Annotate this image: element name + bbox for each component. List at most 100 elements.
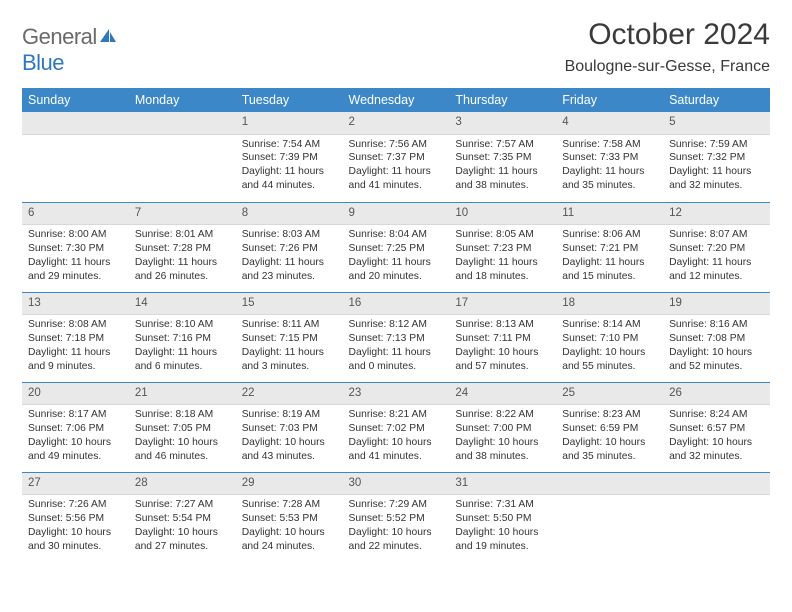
weekday-header: Tuesday (236, 88, 343, 112)
sunset-text: Sunset: 7:23 PM (455, 242, 550, 256)
calendar-day-cell: 12Sunrise: 8:07 AMSunset: 7:20 PMDayligh… (663, 202, 770, 292)
daylight-text: Daylight: 10 hours and 19 minutes. (455, 526, 550, 554)
day-body: Sunrise: 7:31 AMSunset: 5:50 PMDaylight:… (449, 495, 556, 560)
daylight-text: Daylight: 11 hours and 26 minutes. (135, 256, 230, 284)
weekday-header: Thursday (449, 88, 556, 112)
day-number (556, 473, 663, 496)
sunrise-text: Sunrise: 8:00 AM (28, 228, 123, 242)
sunrise-text: Sunrise: 8:11 AM (242, 318, 337, 332)
sunset-text: Sunset: 5:52 PM (349, 512, 444, 526)
calendar-day-cell: 9Sunrise: 8:04 AMSunset: 7:25 PMDaylight… (343, 202, 450, 292)
sunset-text: Sunset: 7:18 PM (28, 332, 123, 346)
sunrise-text: Sunrise: 8:19 AM (242, 408, 337, 422)
calendar-day-cell: 23Sunrise: 8:21 AMSunset: 7:02 PMDayligh… (343, 382, 450, 472)
daylight-text: Daylight: 11 hours and 35 minutes. (562, 165, 657, 193)
day-number (129, 112, 236, 135)
sunset-text: Sunset: 7:39 PM (242, 151, 337, 165)
day-number: 18 (556, 293, 663, 316)
sunset-text: Sunset: 7:33 PM (562, 151, 657, 165)
sunrise-text: Sunrise: 7:29 AM (349, 498, 444, 512)
calendar-day-cell: 4Sunrise: 7:58 AMSunset: 7:33 PMDaylight… (556, 112, 663, 202)
calendar-day-cell: 19Sunrise: 8:16 AMSunset: 7:08 PMDayligh… (663, 292, 770, 382)
sunset-text: Sunset: 7:28 PM (135, 242, 230, 256)
sunset-text: Sunset: 5:53 PM (242, 512, 337, 526)
day-number: 14 (129, 293, 236, 316)
day-number: 22 (236, 383, 343, 406)
sunrise-text: Sunrise: 8:04 AM (349, 228, 444, 242)
calendar-day-cell: 5Sunrise: 7:59 AMSunset: 7:32 PMDaylight… (663, 112, 770, 202)
calendar-week-row: 27Sunrise: 7:26 AMSunset: 5:56 PMDayligh… (22, 472, 770, 562)
daylight-text: Daylight: 11 hours and 41 minutes. (349, 165, 444, 193)
sunrise-text: Sunrise: 7:31 AM (455, 498, 550, 512)
day-number: 23 (343, 383, 450, 406)
sunset-text: Sunset: 6:57 PM (669, 422, 764, 436)
daylight-text: Daylight: 10 hours and 52 minutes. (669, 346, 764, 374)
daylight-text: Daylight: 10 hours and 49 minutes. (28, 436, 123, 464)
sunrise-text: Sunrise: 8:21 AM (349, 408, 444, 422)
daylight-text: Daylight: 11 hours and 38 minutes. (455, 165, 550, 193)
calendar-week-row: 13Sunrise: 8:08 AMSunset: 7:18 PMDayligh… (22, 292, 770, 382)
weekday-header: Friday (556, 88, 663, 112)
day-body: Sunrise: 8:19 AMSunset: 7:03 PMDaylight:… (236, 405, 343, 470)
daylight-text: Daylight: 11 hours and 29 minutes. (28, 256, 123, 284)
calendar-day-cell: 31Sunrise: 7:31 AMSunset: 5:50 PMDayligh… (449, 472, 556, 562)
sunrise-text: Sunrise: 8:14 AM (562, 318, 657, 332)
day-body: Sunrise: 8:18 AMSunset: 7:05 PMDaylight:… (129, 405, 236, 470)
sunrise-text: Sunrise: 8:16 AM (669, 318, 764, 332)
sunset-text: Sunset: 7:30 PM (28, 242, 123, 256)
day-body: Sunrise: 8:05 AMSunset: 7:23 PMDaylight:… (449, 225, 556, 290)
sunset-text: Sunset: 7:11 PM (455, 332, 550, 346)
day-body: Sunrise: 8:08 AMSunset: 7:18 PMDaylight:… (22, 315, 129, 380)
sunset-text: Sunset: 7:20 PM (669, 242, 764, 256)
day-number: 27 (22, 473, 129, 496)
daylight-text: Daylight: 11 hours and 3 minutes. (242, 346, 337, 374)
logo: General Blue (22, 24, 117, 76)
location: Boulogne-sur-Gesse, France (565, 58, 770, 76)
sunset-text: Sunset: 5:56 PM (28, 512, 123, 526)
logo-sail-icon (99, 24, 117, 50)
day-body: Sunrise: 8:03 AMSunset: 7:26 PMDaylight:… (236, 225, 343, 290)
daylight-text: Daylight: 10 hours and 57 minutes. (455, 346, 550, 374)
day-body: Sunrise: 8:06 AMSunset: 7:21 PMDaylight:… (556, 225, 663, 290)
day-body: Sunrise: 8:17 AMSunset: 7:06 PMDaylight:… (22, 405, 129, 470)
calendar-day-cell: 14Sunrise: 8:10 AMSunset: 7:16 PMDayligh… (129, 292, 236, 382)
calendar-day-cell: 27Sunrise: 7:26 AMSunset: 5:56 PMDayligh… (22, 472, 129, 562)
day-number: 2 (343, 112, 450, 135)
daylight-text: Daylight: 11 hours and 6 minutes. (135, 346, 230, 374)
daylight-text: Daylight: 10 hours and 27 minutes. (135, 526, 230, 554)
day-number: 24 (449, 383, 556, 406)
calendar-day-cell: 11Sunrise: 8:06 AMSunset: 7:21 PMDayligh… (556, 202, 663, 292)
weekday-header: Saturday (663, 88, 770, 112)
sunset-text: Sunset: 7:16 PM (135, 332, 230, 346)
calendar-week-row: 1Sunrise: 7:54 AMSunset: 7:39 PMDaylight… (22, 112, 770, 202)
header: General Blue October 2024 Boulogne-sur-G… (22, 18, 770, 76)
day-body: Sunrise: 7:54 AMSunset: 7:39 PMDaylight:… (236, 135, 343, 200)
daylight-text: Daylight: 11 hours and 12 minutes. (669, 256, 764, 284)
daylight-text: Daylight: 10 hours and 30 minutes. (28, 526, 123, 554)
calendar-day-cell: 1Sunrise: 7:54 AMSunset: 7:39 PMDaylight… (236, 112, 343, 202)
day-body: Sunrise: 7:58 AMSunset: 7:33 PMDaylight:… (556, 135, 663, 200)
day-number: 20 (22, 383, 129, 406)
day-number (22, 112, 129, 135)
day-number: 3 (449, 112, 556, 135)
calendar-day-cell: 7Sunrise: 8:01 AMSunset: 7:28 PMDaylight… (129, 202, 236, 292)
sunrise-text: Sunrise: 8:18 AM (135, 408, 230, 422)
day-number: 12 (663, 203, 770, 226)
sunrise-text: Sunrise: 8:13 AM (455, 318, 550, 332)
sunset-text: Sunset: 7:03 PM (242, 422, 337, 436)
day-body: Sunrise: 8:10 AMSunset: 7:16 PMDaylight:… (129, 315, 236, 380)
day-number: 8 (236, 203, 343, 226)
day-body: Sunrise: 7:26 AMSunset: 5:56 PMDaylight:… (22, 495, 129, 560)
sunset-text: Sunset: 6:59 PM (562, 422, 657, 436)
day-body: Sunrise: 8:12 AMSunset: 7:13 PMDaylight:… (343, 315, 450, 380)
day-body: Sunrise: 8:24 AMSunset: 6:57 PMDaylight:… (663, 405, 770, 470)
sunset-text: Sunset: 5:54 PM (135, 512, 230, 526)
calendar-day-cell: 25Sunrise: 8:23 AMSunset: 6:59 PMDayligh… (556, 382, 663, 472)
calendar-day-cell: 21Sunrise: 8:18 AMSunset: 7:05 PMDayligh… (129, 382, 236, 472)
day-number: 28 (129, 473, 236, 496)
sunset-text: Sunset: 7:06 PM (28, 422, 123, 436)
day-number: 16 (343, 293, 450, 316)
calendar-day-cell: 3Sunrise: 7:57 AMSunset: 7:35 PMDaylight… (449, 112, 556, 202)
sunset-text: Sunset: 7:05 PM (135, 422, 230, 436)
calendar-day-cell: 8Sunrise: 8:03 AMSunset: 7:26 PMDaylight… (236, 202, 343, 292)
